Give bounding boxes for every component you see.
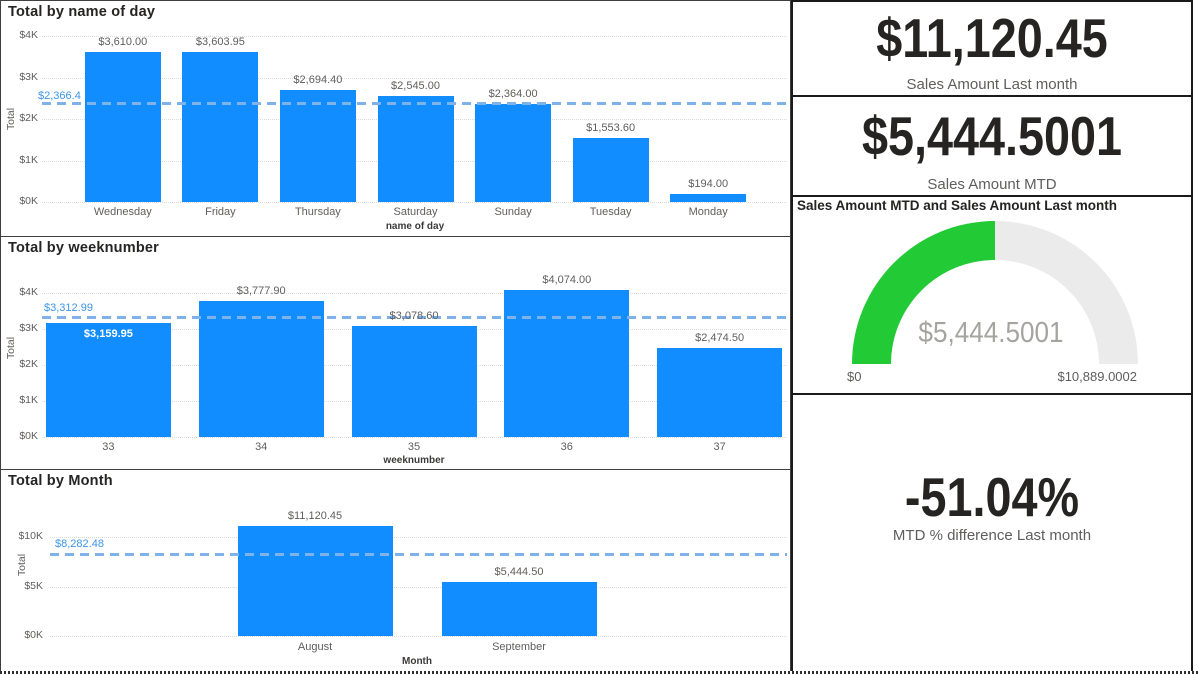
bar-value-label: $11,120.45 xyxy=(287,509,343,522)
x-tick-label: Friday xyxy=(205,206,236,218)
bar-value-label: $2,545.00 xyxy=(391,80,440,93)
bar-value-label: $2,364.00 xyxy=(488,87,538,100)
x-tick-label: Monday xyxy=(688,206,728,218)
card-separator xyxy=(793,195,1191,197)
average-line-label: $2,366.4 xyxy=(38,90,83,103)
gridline xyxy=(50,586,787,588)
x-tick-label: Tuesday xyxy=(589,206,632,218)
y-axis-title: Total xyxy=(16,553,28,577)
panel-border-top xyxy=(791,0,1193,2)
y-tick-label: $0K xyxy=(19,430,38,442)
x-tick-label: September xyxy=(492,641,546,653)
gridline xyxy=(42,437,787,438)
gauge-max-label: $10,889.0002 xyxy=(1057,369,1137,384)
gridline xyxy=(42,77,787,79)
average-line-label: $3,312.99 xyxy=(44,302,95,315)
bar-August[interactable] xyxy=(237,525,393,636)
y-tick-label: $2K xyxy=(19,112,38,124)
chart-total-by-month[interactable] xyxy=(0,469,791,671)
x-tick-label: Saturday xyxy=(393,206,438,218)
card-value: -51.04% xyxy=(904,466,1080,528)
x-tick-label: 36 xyxy=(560,441,573,453)
y-tick-label: $0K xyxy=(24,629,43,641)
y-tick-label: $2K xyxy=(19,358,38,370)
panel-border-left xyxy=(791,0,793,671)
y-axis-title: Total xyxy=(5,336,17,360)
x-tick-label: Sunday xyxy=(494,206,532,218)
x-axis-title: weeknumber xyxy=(383,455,445,466)
average-line xyxy=(42,316,787,320)
card-caption: Sales Amount Last month xyxy=(906,76,1078,93)
card-separator xyxy=(793,393,1191,395)
gauge-min-label: $0 xyxy=(847,369,862,384)
bar-Monday[interactable] xyxy=(670,193,747,202)
card-separator xyxy=(793,95,1191,97)
x-tick-label: August xyxy=(297,641,333,653)
bar-value-label: $4,074.00 xyxy=(542,274,592,287)
bar-35[interactable] xyxy=(351,326,477,437)
gauge-title: Sales Amount MTD and Sales Amount Last m… xyxy=(797,198,1118,213)
bar-value-label: $3,610.00 xyxy=(98,36,148,49)
y-tick-label: $4K xyxy=(19,29,38,41)
gridline xyxy=(50,537,787,538)
card-caption: MTD % difference Last month xyxy=(892,527,1092,544)
bar-value-label: $5,444.50 xyxy=(494,566,544,579)
bar-36[interactable] xyxy=(504,290,630,437)
card-value: $5,444.5001 xyxy=(862,105,1122,167)
x-tick-label: Thursday xyxy=(294,206,341,218)
x-tick-label: 33 xyxy=(102,441,115,453)
selection-dotted-border xyxy=(0,671,1198,674)
bar-value-label: $2,694.40 xyxy=(293,74,343,87)
y-tick-label: $1K xyxy=(19,394,38,406)
card-value: $11,120.45 xyxy=(876,7,1108,69)
average-line xyxy=(50,552,787,556)
y-tick-label: $4K xyxy=(19,286,38,298)
bar-37[interactable] xyxy=(657,347,783,437)
bar-Sunday[interactable] xyxy=(475,103,552,202)
x-tick-label: 34 xyxy=(255,441,268,453)
card-caption: Sales Amount MTD xyxy=(927,176,1057,193)
x-tick-label: 37 xyxy=(713,441,726,453)
x-axis-title: name of day xyxy=(385,221,445,232)
chart-title: Total by weeknumber xyxy=(8,240,159,256)
x-tick-label: Wednesday xyxy=(93,206,152,218)
gauge-arc xyxy=(852,221,1138,364)
average-line-label: $8,282.48 xyxy=(55,538,106,551)
bar-Saturday[interactable] xyxy=(377,96,454,202)
bar-value-label: $3,078.60 xyxy=(389,310,439,323)
bar-value-label: $3,603.95 xyxy=(195,36,245,49)
bar-September[interactable] xyxy=(441,582,597,636)
y-tick-label: $5K xyxy=(24,579,43,592)
chart-title: Total by name of day xyxy=(8,4,156,20)
y-tick-label: $3K xyxy=(19,322,38,334)
bar-Friday[interactable] xyxy=(182,52,259,202)
x-axis-title: Month xyxy=(402,656,432,667)
bar-value-label: $2,474.50 xyxy=(695,331,745,344)
y-tick-label: $1K xyxy=(19,153,38,166)
bar-value-label: $1,553.60 xyxy=(586,121,636,134)
average-line xyxy=(42,102,787,106)
gridline xyxy=(42,293,787,294)
panel-border-right xyxy=(1191,0,1193,671)
x-tick-label: 35 xyxy=(407,441,421,453)
y-tick-label: $3K xyxy=(19,70,38,83)
bar-value-label: $194.00 xyxy=(688,177,729,190)
y-tick-label: $0K xyxy=(19,195,38,207)
bar-value-label: $3,777.90 xyxy=(236,285,286,297)
gauge-fill-arc xyxy=(852,221,995,364)
gauge-value: $5,444.5001 xyxy=(918,317,1064,349)
bar-value-label: $3,159.95 xyxy=(83,328,133,341)
chart-title: Total by Month xyxy=(8,473,113,489)
bar-Wednesday[interactable] xyxy=(84,52,161,202)
bar-34[interactable] xyxy=(198,301,324,437)
gridline xyxy=(42,36,787,37)
bar-33[interactable] xyxy=(45,323,171,437)
bar-Thursday[interactable] xyxy=(279,90,356,202)
y-tick-label: $10K xyxy=(18,530,43,542)
gridline xyxy=(42,202,787,203)
y-axis-title: Total xyxy=(5,107,17,131)
bar-Tuesday[interactable] xyxy=(572,137,649,202)
gridline xyxy=(50,636,787,637)
